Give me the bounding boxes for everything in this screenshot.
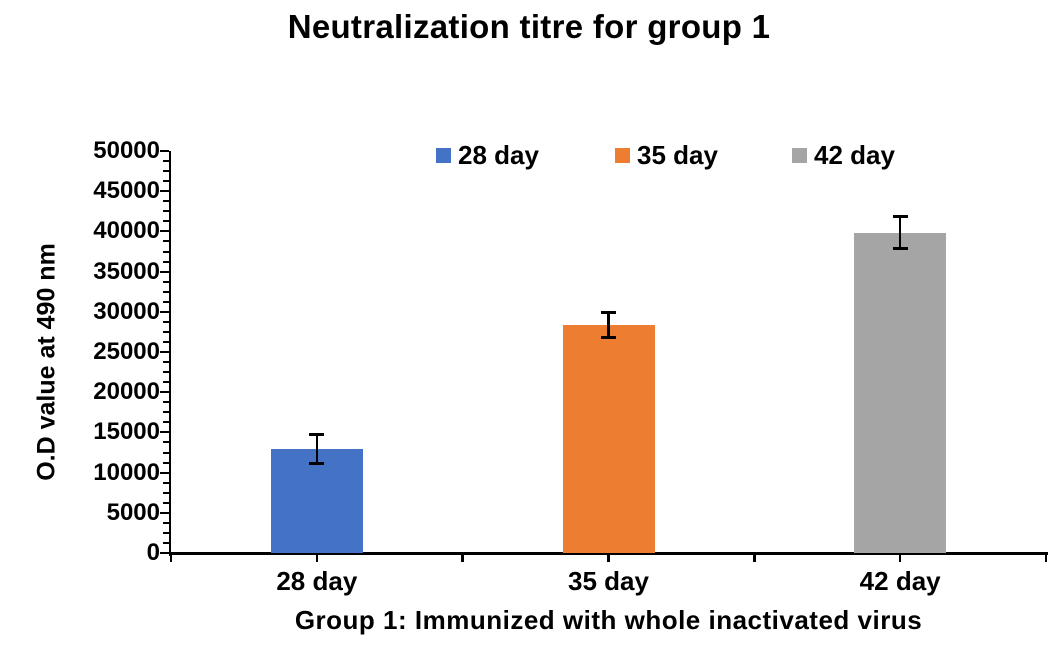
legend-swatch-icon xyxy=(436,147,451,163)
y-tick-label: 35000 xyxy=(93,257,160,285)
x-axis-title: Group 1: Immunized with whole inactivate… xyxy=(294,605,923,635)
bar-35-day xyxy=(562,325,655,553)
y-minor-tick xyxy=(163,481,169,484)
x-tick xyxy=(898,554,902,562)
legend-item: 42 day xyxy=(792,139,895,170)
x-category-label: 42 day xyxy=(859,566,941,596)
error-bar-cap-bottom xyxy=(892,247,908,251)
y-minor-tick xyxy=(163,200,169,203)
error-bar-cap-top xyxy=(601,310,616,314)
y-minor-tick xyxy=(163,260,169,263)
y-minor-tick xyxy=(163,280,169,283)
y-major-tick xyxy=(160,431,169,434)
bar-28-day xyxy=(270,449,363,553)
x-tick xyxy=(315,554,319,562)
y-major-tick xyxy=(160,270,169,273)
y-minor-tick xyxy=(163,290,169,293)
x-tick xyxy=(753,554,756,562)
y-minor-tick xyxy=(163,421,169,424)
chart-title: Neutralization titre for group 1 xyxy=(287,8,771,45)
y-minor-tick xyxy=(163,300,169,303)
y-major-tick xyxy=(160,190,169,193)
error-bar-cap-bottom xyxy=(309,462,325,466)
y-minor-tick xyxy=(163,411,169,414)
x-axis-line xyxy=(168,552,1048,555)
y-tick-label: 20000 xyxy=(93,378,160,406)
x-tick xyxy=(1044,554,1048,562)
legend-label: 28 day xyxy=(458,139,539,170)
y-minor-tick xyxy=(163,340,169,343)
y-minor-tick xyxy=(163,381,169,384)
legend-label: 35 day xyxy=(637,139,718,170)
y-tick-label: 5000 xyxy=(106,498,160,526)
legend-item: 28 day xyxy=(436,139,539,170)
y-tick-label: 15000 xyxy=(93,418,160,446)
y-axis-line xyxy=(168,151,171,556)
y-minor-tick xyxy=(163,501,169,504)
error-bar-line xyxy=(315,434,319,464)
y-minor-tick xyxy=(163,210,169,213)
error-bar-line xyxy=(898,216,902,249)
x-tick xyxy=(607,554,610,562)
legend-swatch-icon xyxy=(792,147,807,163)
y-major-tick xyxy=(160,150,169,152)
y-minor-tick xyxy=(163,160,169,163)
x-tick xyxy=(461,554,464,562)
y-minor-tick xyxy=(163,451,169,454)
x-category-label: 35 day xyxy=(568,566,649,596)
y-minor-tick xyxy=(163,521,169,524)
y-minor-tick xyxy=(163,330,169,333)
y-minor-tick xyxy=(163,240,169,243)
error-bar-line xyxy=(607,312,610,338)
y-major-tick xyxy=(160,351,169,353)
bar-42-day xyxy=(854,232,947,553)
y-tick-label: 40000 xyxy=(93,217,160,245)
y-minor-tick xyxy=(163,461,169,464)
y-tick-label: 10000 xyxy=(93,458,160,486)
y-major-tick xyxy=(160,511,169,514)
y-major-tick xyxy=(160,471,169,474)
y-minor-tick xyxy=(163,371,169,374)
legend-swatch-icon xyxy=(615,147,630,163)
y-tick-label: 0 xyxy=(146,539,160,566)
y-minor-tick xyxy=(163,491,169,494)
y-minor-tick xyxy=(163,531,169,534)
y-minor-tick xyxy=(163,441,169,444)
y-tick-label: 30000 xyxy=(93,297,160,325)
error-bar-cap-top xyxy=(309,433,325,437)
y-minor-tick xyxy=(163,250,169,253)
y-major-tick xyxy=(160,310,169,313)
y-major-tick xyxy=(160,391,169,394)
error-bar-cap-bottom xyxy=(601,336,616,340)
x-category-label: 28 day xyxy=(276,566,358,596)
y-tick-label: 45000 xyxy=(93,177,160,205)
y-tick-label: 25000 xyxy=(93,338,160,365)
y-minor-tick xyxy=(163,170,169,173)
y-minor-tick xyxy=(163,180,169,183)
error-bar-cap-top xyxy=(892,215,908,219)
y-tick-label: 50000 xyxy=(93,137,160,164)
y-minor-tick xyxy=(163,541,169,544)
y-minor-tick xyxy=(163,320,169,323)
y-major-tick xyxy=(160,230,169,233)
y-minor-tick xyxy=(163,220,169,223)
legend-label: 42 day xyxy=(814,139,895,170)
legend-item: 35 day xyxy=(615,139,718,170)
y-minor-tick xyxy=(163,361,169,364)
y-minor-tick xyxy=(163,401,169,404)
y-major-tick xyxy=(160,552,169,554)
x-tick xyxy=(169,554,173,562)
